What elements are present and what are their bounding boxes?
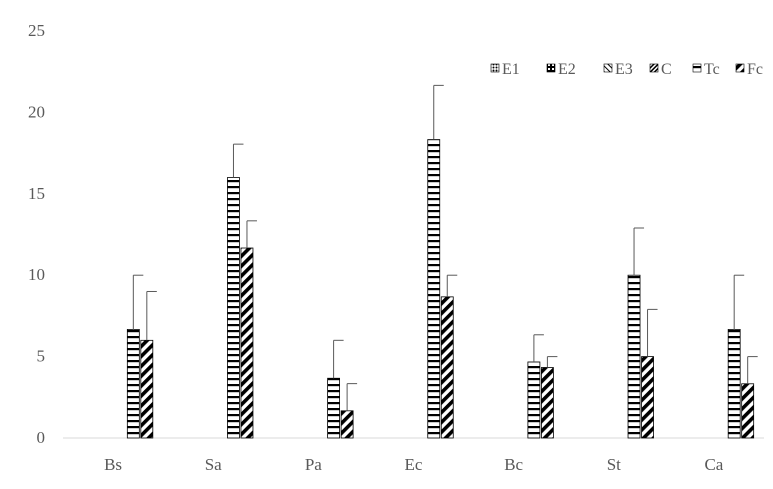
legend-label-e2: E2 xyxy=(558,61,576,78)
x-tick-label: Ca xyxy=(704,455,723,474)
legend-label-fc: Fc xyxy=(747,61,763,78)
bars xyxy=(126,139,755,439)
bar-tc-bs xyxy=(126,329,140,439)
x-axis-ticks: Bs Sa Pa Ec Bc St Ca xyxy=(104,455,724,474)
bar-fc-bs xyxy=(140,339,154,439)
legend-swatch-c xyxy=(649,63,659,73)
x-tick-label: Pa xyxy=(305,455,322,474)
legend-label-c: C xyxy=(661,61,672,78)
legend-swatch-fc xyxy=(735,63,745,73)
bar-tc-ca xyxy=(727,329,741,439)
bar-fc-ca xyxy=(741,383,755,439)
legend-label-tc: Tc xyxy=(704,61,720,78)
bar-fc-ec xyxy=(440,296,454,439)
bar-tc-bc xyxy=(527,361,541,439)
legend-swatch-e2 xyxy=(546,63,556,73)
y-axis-ticks: 0 5 10 15 20 25 xyxy=(28,21,45,447)
legend-label-e3: E3 xyxy=(615,61,633,78)
legend-swatch-e1 xyxy=(490,63,500,73)
y-tick-label: 25 xyxy=(28,21,45,40)
legend-swatch-e3 xyxy=(603,63,613,73)
bar-tc-st xyxy=(627,274,641,439)
y-tick-label: 15 xyxy=(28,184,45,203)
x-tick-label: Ec xyxy=(405,455,423,474)
bar-fc-pa xyxy=(340,410,354,439)
bar-tc-ec xyxy=(427,139,441,439)
bar-fc-sa xyxy=(240,247,254,439)
bar-fc-bc xyxy=(540,367,554,439)
legend: E1 E2 E3 C Tc Fc xyxy=(490,61,763,78)
legend-label-e1: E1 xyxy=(502,61,520,78)
y-tick-label: 5 xyxy=(37,347,46,366)
error-bars xyxy=(132,84,758,411)
bar-fc-st xyxy=(641,356,654,439)
bar-tc-sa xyxy=(227,177,240,439)
x-tick-label: St xyxy=(607,455,621,474)
y-tick-label: 10 xyxy=(28,265,45,284)
x-tick-label: Bc xyxy=(504,455,523,474)
x-tick-label: Sa xyxy=(205,455,222,474)
y-tick-label: 0 xyxy=(37,428,46,447)
y-tick-label: 20 xyxy=(28,102,45,121)
bar-tc-pa xyxy=(327,377,341,439)
legend-swatch-tc xyxy=(692,63,702,73)
x-tick-label: Bs xyxy=(104,455,122,474)
